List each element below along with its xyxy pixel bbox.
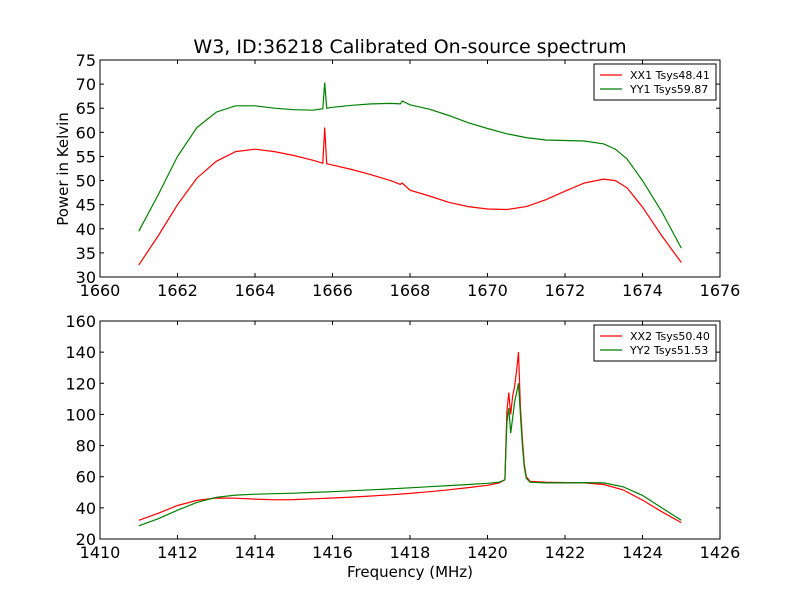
y-tick-label: 140 bbox=[65, 343, 96, 362]
y-tick-label: 50 bbox=[76, 172, 96, 191]
y-tick-label: 65 bbox=[76, 99, 96, 118]
x-tick-label: 1662 bbox=[157, 281, 198, 300]
x-tick-label: 1418 bbox=[390, 543, 431, 562]
y-tick-label: 120 bbox=[65, 374, 96, 393]
series-line-0-1 bbox=[138, 82, 682, 249]
y-axis-label: Power in Kelvin bbox=[54, 112, 72, 226]
y-tick-label: 60 bbox=[76, 468, 96, 487]
series-line-0-0 bbox=[138, 127, 682, 266]
bottom-panel: 1410 1412 1414 1416 1418 1420 1422 1424 1426 20 40… bbox=[65, 312, 740, 562]
legend-label: YY2 Tsys51.53 bbox=[629, 344, 708, 357]
x-tick-label: 1672 bbox=[545, 281, 586, 300]
y-tick-label: 80 bbox=[76, 437, 96, 456]
x-tick-label: 1422 bbox=[545, 543, 586, 562]
legend-box bbox=[593, 63, 717, 101]
legend-box bbox=[593, 324, 717, 362]
y-tick-label: 100 bbox=[65, 405, 96, 424]
y-tick-label: 70 bbox=[76, 75, 96, 94]
series-line-1-1 bbox=[138, 383, 682, 527]
x-tick-label: 1670 bbox=[467, 281, 508, 300]
y-tick-label: 75 bbox=[76, 51, 96, 70]
x-tick-label: 1676 bbox=[700, 281, 741, 300]
x-tick-label: 1666 bbox=[312, 281, 353, 300]
top-panel: 1660 1662 1664 1666 1668 1670 1672 1674 1676 30 35… bbox=[76, 51, 741, 300]
y-tick-label: 45 bbox=[76, 196, 96, 215]
x-axis-label: Frequency (MHz) bbox=[347, 563, 473, 581]
figure-title: W3, ID:36218 Calibrated On-source spectr… bbox=[193, 36, 626, 58]
x-tick-label: 1424 bbox=[622, 543, 663, 562]
y-tick-label: 40 bbox=[76, 499, 96, 518]
x-tick-label: 1414 bbox=[235, 543, 276, 562]
y-tick-label: 35 bbox=[76, 244, 96, 263]
x-tick-label: 1420 bbox=[467, 543, 508, 562]
x-tick-label: 1410 bbox=[80, 543, 121, 562]
x-tick-label: 1426 bbox=[700, 543, 741, 562]
x-tick-label: 1664 bbox=[235, 281, 276, 300]
x-tick-label: 1416 bbox=[312, 543, 353, 562]
y-tick-label: 20 bbox=[76, 530, 96, 549]
y-tick-label: 160 bbox=[65, 312, 96, 331]
y-tick-label: 30 bbox=[76, 268, 96, 287]
x-tick-label: 1660 bbox=[80, 281, 121, 300]
x-tick-label: 1668 bbox=[390, 281, 431, 300]
legend-label: XX1 Tsys48.41 bbox=[630, 69, 710, 82]
y-tick-label: 55 bbox=[76, 147, 96, 166]
x-tick-label: 1674 bbox=[622, 281, 663, 300]
y-tick-label: 60 bbox=[76, 123, 96, 142]
legend-label: YY1 Tsys59.87 bbox=[629, 83, 708, 96]
x-tick-label: 1412 bbox=[157, 543, 198, 562]
y-tick-label: 40 bbox=[76, 220, 96, 239]
legend-label: XX2 Tsys50.40 bbox=[630, 330, 710, 343]
